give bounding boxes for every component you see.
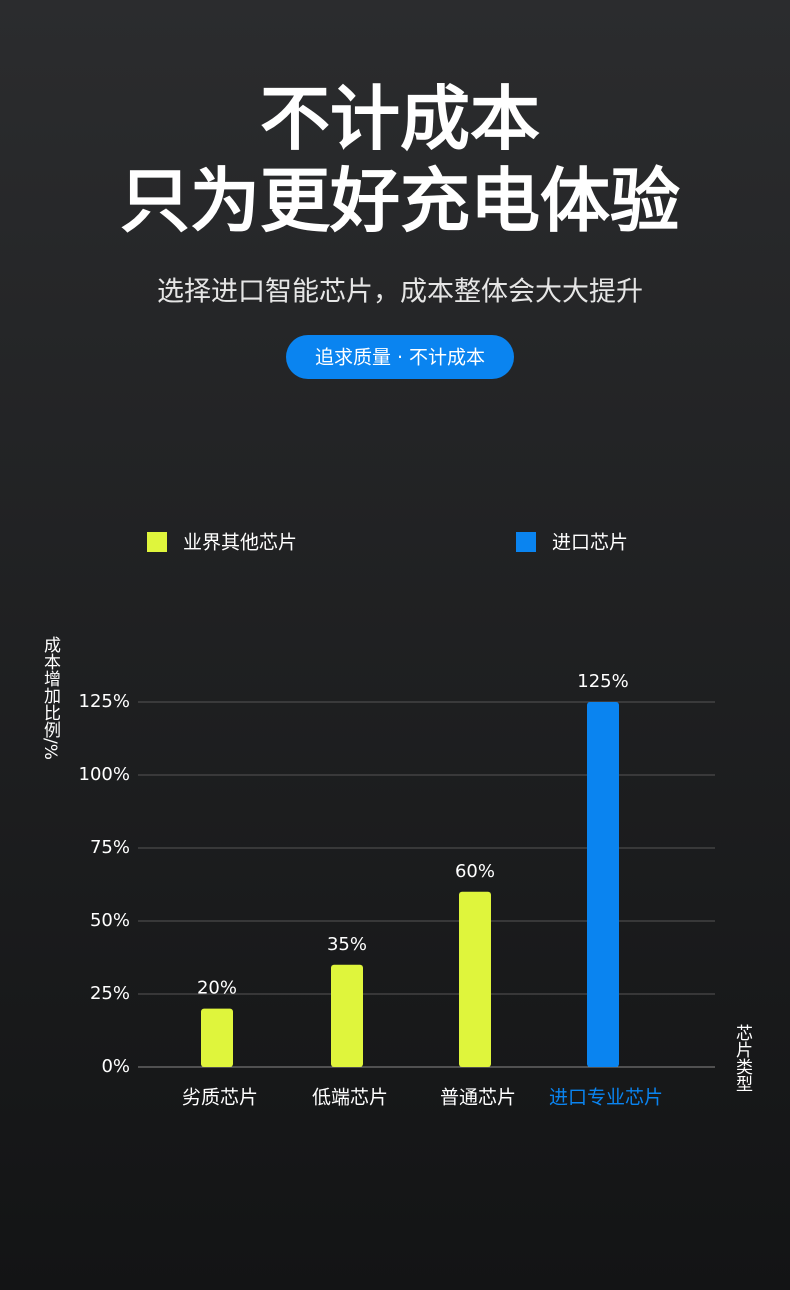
- legend-swatch: [516, 532, 536, 552]
- title-line: 不计成本: [260, 78, 540, 160]
- badge-text: 追求质量 · 不计成本: [315, 347, 485, 369]
- bar: [459, 891, 491, 1067]
- bar: [587, 702, 619, 1067]
- y-tick-label: 50%: [90, 910, 130, 931]
- value-label: 20%: [197, 978, 237, 999]
- x-tick-label: 普通芯片: [440, 1087, 516, 1109]
- legend-label: 业界其他芯片: [183, 532, 297, 554]
- x-tick-label: 劣质芯片: [182, 1087, 258, 1109]
- x-axis-label: 芯片类型: [732, 1024, 753, 1092]
- bar: [331, 964, 363, 1067]
- badge: [286, 335, 514, 379]
- y-tick-label: 0%: [101, 1056, 130, 1077]
- y-tick-label: 100%: [79, 764, 130, 785]
- x-tick-label: 进口专业芯片: [549, 1087, 663, 1109]
- value-label: 125%: [577, 671, 628, 692]
- x-tick-label: 低端芯片: [312, 1087, 388, 1109]
- value-label: 60%: [455, 861, 495, 882]
- legend-swatch: [147, 532, 167, 552]
- y-tick-label: 125%: [79, 691, 130, 712]
- title-line: 只为更好充电体验: [120, 160, 680, 242]
- y-tick-label: 75%: [90, 837, 130, 858]
- y-tick-label: 25%: [90, 983, 130, 1004]
- bar: [201, 1008, 233, 1067]
- legend-label: 进口芯片: [552, 532, 628, 554]
- value-label: 35%: [327, 934, 367, 955]
- y-axis-label: 成本增加比例/%: [40, 636, 61, 760]
- subtitle: 选择进口智能芯片，成本整体会大大提升: [157, 277, 643, 308]
